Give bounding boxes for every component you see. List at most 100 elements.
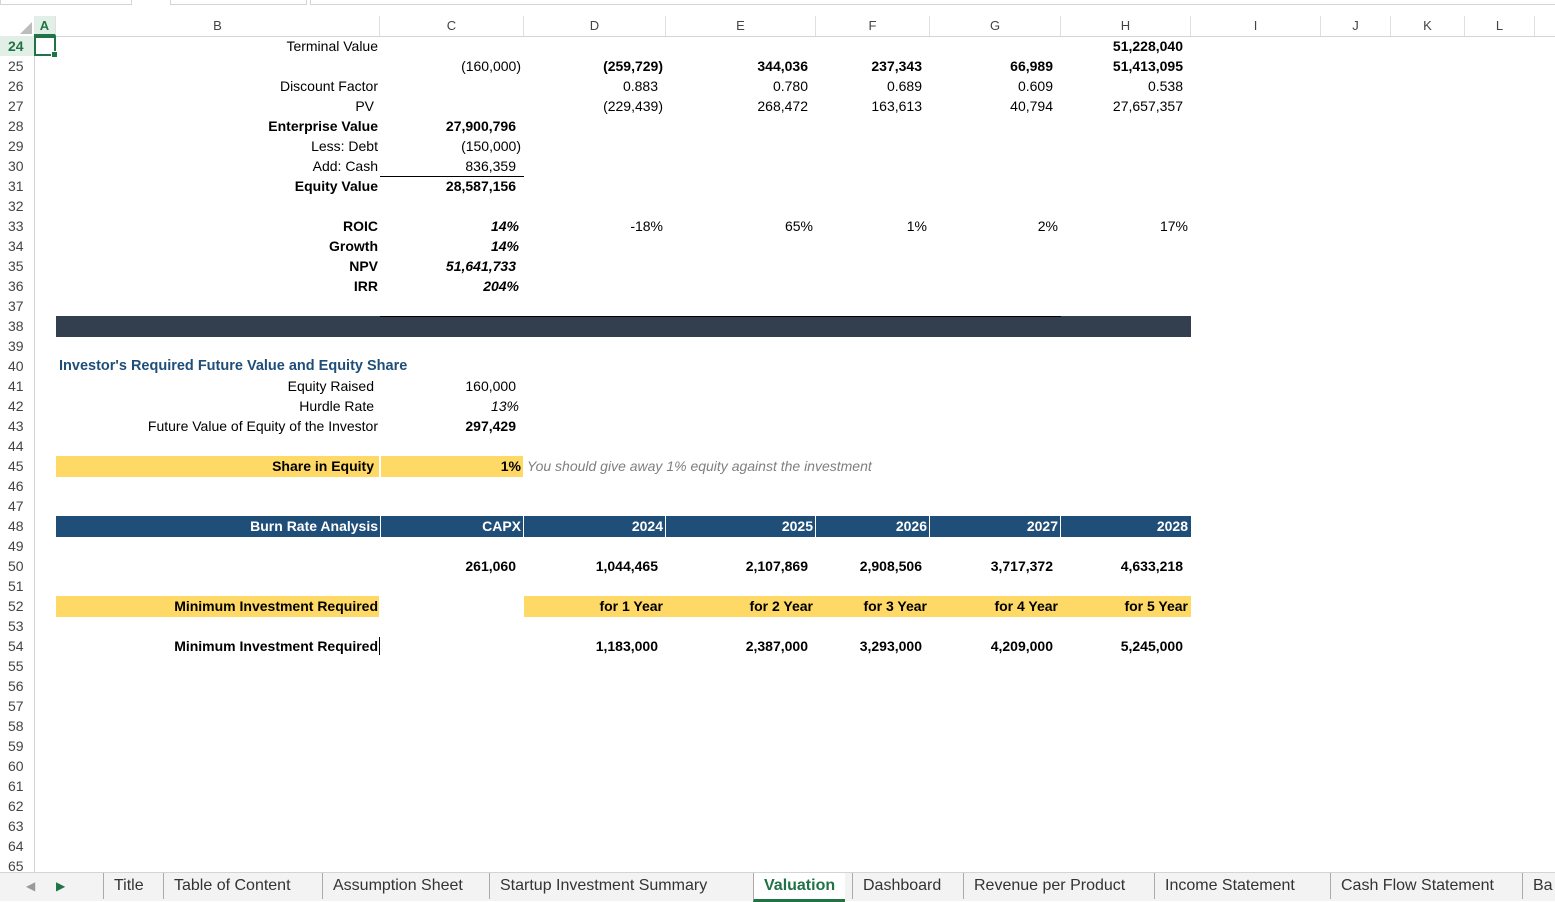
share-in-equity-c[interactable]: 1% bbox=[500, 458, 521, 474]
row-header[interactable]: 33 bbox=[8, 218, 24, 234]
roic-g[interactable]: 2% bbox=[1037, 218, 1058, 234]
cashflow-g[interactable]: 66,989 bbox=[1010, 58, 1053, 74]
add-cash-c[interactable]: 836,359 bbox=[465, 158, 516, 174]
pv-f[interactable]: 163,613 bbox=[871, 98, 922, 114]
row-header[interactable]: 58 bbox=[8, 718, 24, 734]
discount-factor-h[interactable]: 0.538 bbox=[1147, 78, 1183, 94]
discount-factor-d[interactable]: 0.883 bbox=[622, 78, 658, 94]
column-header-b[interactable]: B bbox=[56, 16, 380, 36]
row-header[interactable]: 53 bbox=[8, 618, 24, 634]
column-header-f[interactable]: F bbox=[816, 16, 930, 36]
row-header[interactable]: 50 bbox=[8, 558, 24, 574]
row-header[interactable]: 64 bbox=[8, 838, 24, 854]
row-header[interactable]: 26 bbox=[8, 78, 24, 94]
pv-h[interactable]: 27,657,357 bbox=[1112, 98, 1183, 114]
less-debt-c[interactable]: (150,000) bbox=[461, 138, 521, 154]
burn-value-2025[interactable]: 2,107,869 bbox=[745, 558, 808, 574]
burn-value-2028[interactable]: 4,633,218 bbox=[1120, 558, 1183, 574]
row-header[interactable]: 29 bbox=[8, 138, 24, 154]
row-header[interactable]: 51 bbox=[8, 578, 24, 594]
burn-value-2027[interactable]: 3,717,372 bbox=[990, 558, 1053, 574]
cashflow-h[interactable]: 51,413,095 bbox=[1112, 58, 1183, 74]
cashflow-e[interactable]: 344,036 bbox=[757, 58, 808, 74]
row-header[interactable]: 38 bbox=[8, 318, 24, 334]
roic-f[interactable]: 1% bbox=[906, 218, 927, 234]
row-header[interactable]: 59 bbox=[8, 738, 24, 754]
tab-income-statement[interactable]: Income Statement bbox=[1154, 873, 1305, 899]
tab-ba-partial[interactable]: Ba bbox=[1522, 873, 1553, 899]
row-header[interactable]: 65 bbox=[8, 858, 24, 874]
row-header[interactable]: 27 bbox=[8, 98, 24, 114]
row-header[interactable]: 32 bbox=[8, 198, 24, 214]
min-value-1[interactable]: 1,183,000 bbox=[595, 638, 658, 654]
row-header[interactable]: 42 bbox=[8, 398, 24, 414]
cashflow-c[interactable]: (160,000) bbox=[461, 58, 521, 74]
row-header[interactable]: 45 bbox=[8, 458, 24, 474]
discount-factor-e[interactable]: 0.780 bbox=[772, 78, 808, 94]
burn-value-2026[interactable]: 2,908,506 bbox=[859, 558, 922, 574]
min-value-3[interactable]: 3,293,000 bbox=[859, 638, 922, 654]
roic-c[interactable]: 14% bbox=[490, 218, 519, 234]
pv-d[interactable]: (229,439) bbox=[603, 98, 663, 114]
growth-c[interactable]: 14% bbox=[490, 238, 519, 254]
row-header[interactable]: 30 bbox=[8, 158, 24, 174]
burn-value-capx[interactable]: 261,060 bbox=[465, 558, 516, 574]
row-header[interactable]: 44 bbox=[8, 438, 24, 454]
discount-factor-f[interactable]: 0.689 bbox=[886, 78, 922, 94]
column-header-d[interactable]: D bbox=[524, 16, 666, 36]
row-header[interactable]: 60 bbox=[8, 758, 24, 774]
active-cell-selector[interactable] bbox=[34, 36, 58, 58]
roic-d[interactable]: -18% bbox=[630, 218, 663, 234]
npv-c[interactable]: 51,641,733 bbox=[445, 258, 516, 274]
row-header[interactable]: 48 bbox=[8, 518, 24, 534]
cashflow-d[interactable]: (259,729) bbox=[603, 58, 663, 74]
column-header-k[interactable]: K bbox=[1391, 16, 1465, 36]
min-value-2[interactable]: 2,387,000 bbox=[745, 638, 808, 654]
future-value-c[interactable]: 297,429 bbox=[465, 418, 516, 434]
roic-e[interactable]: 65% bbox=[784, 218, 813, 234]
terminal-value-h[interactable]: 51,228,040 bbox=[1112, 38, 1183, 54]
row-header[interactable]: 36 bbox=[8, 278, 24, 294]
tab-dashboard[interactable]: Dashboard bbox=[852, 873, 951, 899]
pv-g[interactable]: 40,794 bbox=[1010, 98, 1053, 114]
row-header[interactable]: 52 bbox=[8, 598, 24, 614]
cashflow-f[interactable]: 237,343 bbox=[871, 58, 922, 74]
tab-startup-investment-summary[interactable]: Startup Investment Summary bbox=[489, 873, 717, 899]
tab-table-of-content[interactable]: Table of Content bbox=[163, 873, 301, 899]
column-header-l[interactable]: L bbox=[1465, 16, 1535, 36]
scroll-right-icon[interactable]: ▶ bbox=[56, 879, 66, 893]
pv-e[interactable]: 268,472 bbox=[757, 98, 808, 114]
hurdle-rate-c[interactable]: 13% bbox=[490, 398, 519, 414]
row-header[interactable]: 62 bbox=[8, 798, 24, 814]
column-header-c[interactable]: C bbox=[380, 16, 524, 36]
row-header[interactable]: 49 bbox=[8, 538, 24, 554]
scroll-left-icon[interactable]: ◀ bbox=[26, 879, 36, 893]
equity-value-c[interactable]: 28,587,156 bbox=[445, 178, 516, 194]
row-header[interactable]: 47 bbox=[8, 498, 24, 514]
row-header[interactable]: 56 bbox=[8, 678, 24, 694]
row-header[interactable]: 54 bbox=[8, 638, 24, 654]
row-header[interactable]: 55 bbox=[8, 658, 24, 674]
tab-assumption-sheet[interactable]: Assumption Sheet bbox=[322, 873, 473, 899]
row-header[interactable]: 39 bbox=[8, 338, 24, 354]
tab-title[interactable]: Title bbox=[103, 873, 154, 899]
tab-valuation[interactable]: Valuation bbox=[753, 873, 846, 902]
column-header-h[interactable]: H bbox=[1061, 16, 1191, 36]
row-header[interactable]: 34 bbox=[8, 238, 24, 254]
row-header[interactable]: 35 bbox=[8, 258, 24, 274]
select-all-corner[interactable] bbox=[0, 16, 34, 36]
row-header[interactable]: 37 bbox=[8, 298, 24, 314]
row-header[interactable]: 61 bbox=[8, 778, 24, 794]
column-header-e[interactable]: E bbox=[666, 16, 816, 36]
row-header[interactable]: 24 bbox=[0, 36, 34, 56]
burn-value-2024[interactable]: 1,044,465 bbox=[595, 558, 658, 574]
min-value-4[interactable]: 4,209,000 bbox=[990, 638, 1053, 654]
row-header[interactable]: 57 bbox=[8, 698, 24, 714]
discount-factor-g[interactable]: 0.609 bbox=[1017, 78, 1053, 94]
column-header-j[interactable]: J bbox=[1321, 16, 1391, 36]
column-header-g[interactable]: G bbox=[930, 16, 1061, 36]
row-header[interactable]: 31 bbox=[8, 178, 24, 194]
roic-h[interactable]: 17% bbox=[1159, 218, 1188, 234]
row-header[interactable]: 46 bbox=[8, 478, 24, 494]
row-header[interactable]: 40 bbox=[8, 358, 24, 374]
